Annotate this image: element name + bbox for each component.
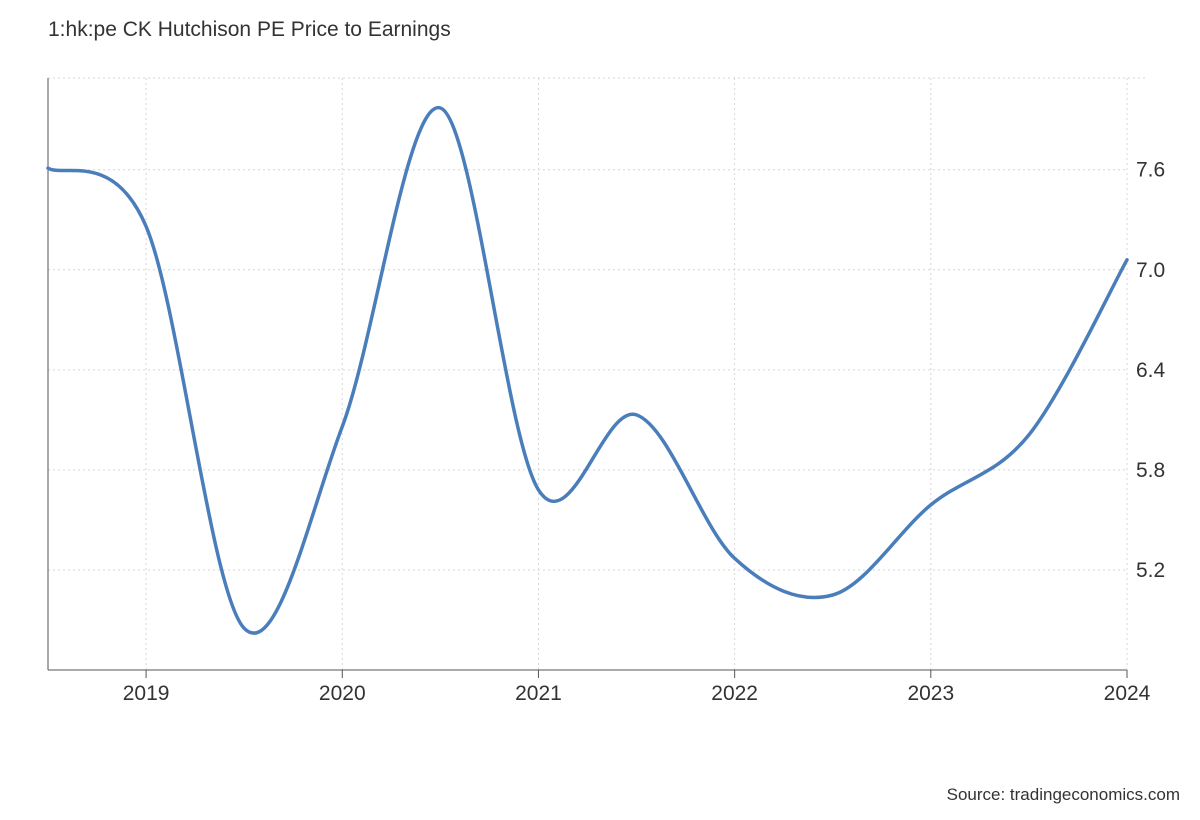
x-tick-label: 2021 (515, 682, 562, 705)
x-tick-label: 2019 (123, 682, 170, 705)
y-tick-label: 5.2 (1136, 559, 1165, 582)
axes (47, 78, 1128, 678)
x-tick-label: 2024 (1104, 682, 1151, 705)
x-tick-label: 2020 (319, 682, 366, 705)
x-tick-label: 2022 (711, 682, 758, 705)
tick-labels: 5.2 5.8 6.4 7.0 7.6 2019 2020 2021 2022 2023 2024 (123, 159, 1166, 705)
y-tick-label: 5.8 (1136, 459, 1165, 482)
chart-title: 1:hk:pe CK Hutchison PE Price to Earning… (48, 18, 451, 41)
y-tick-label: 7.6 (1136, 159, 1165, 182)
series-line (46, 106, 1129, 635)
series-group (46, 106, 1129, 635)
grid-lines (48, 77, 1147, 670)
source-credit: Source: tradingeconomics.com (946, 785, 1180, 804)
x-tick-label: 2023 (907, 682, 954, 705)
y-tick-label: 6.4 (1136, 359, 1166, 382)
y-tick-label: 7.0 (1136, 259, 1165, 282)
